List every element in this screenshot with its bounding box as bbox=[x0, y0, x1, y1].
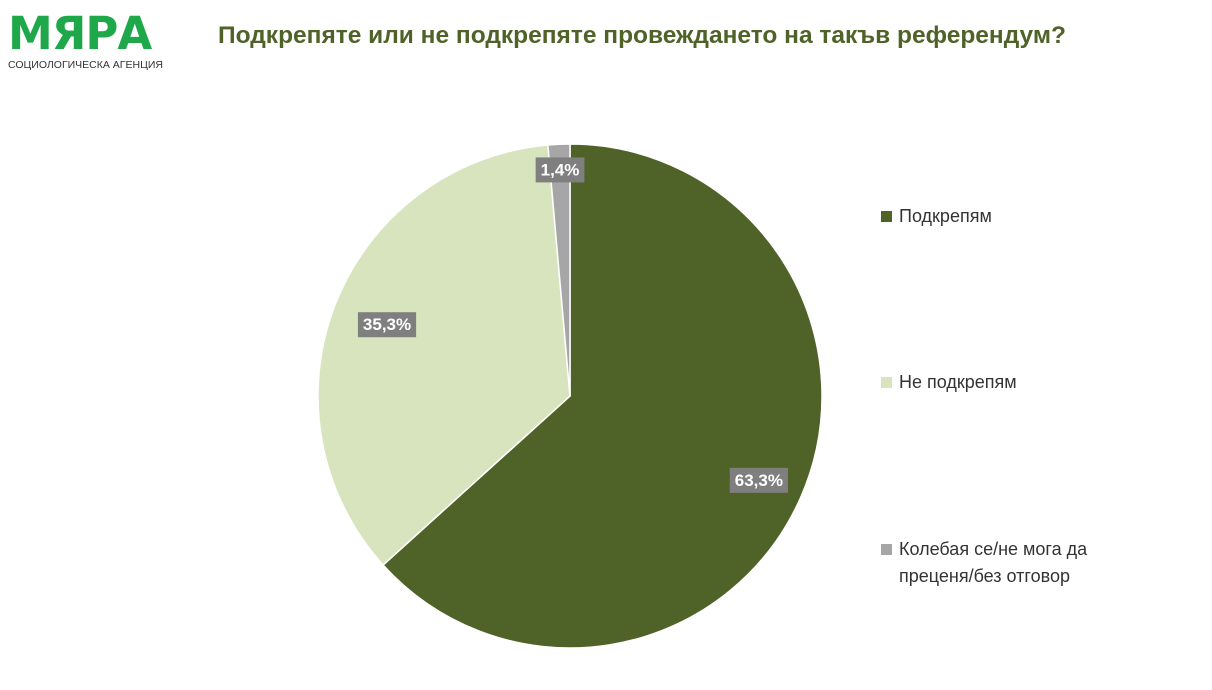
data-label-bg-oppose bbox=[357, 312, 417, 338]
data-label-oppose: 35,3% bbox=[357, 312, 417, 338]
data-label-undecided: 1,4% bbox=[535, 157, 585, 183]
legend-swatch-support bbox=[881, 211, 892, 222]
data-label-bg-undecided bbox=[535, 157, 585, 183]
legend-label-oppose: Не подкрепям bbox=[899, 372, 1017, 392]
legend-swatch-oppose bbox=[881, 377, 892, 388]
data-label-support: 63,3% bbox=[729, 467, 788, 493]
pie-slice-undecided bbox=[547, 143, 571, 397]
data-label-text-oppose: 35,3% bbox=[363, 315, 411, 334]
legend-swatch-undecided bbox=[881, 544, 892, 555]
legend-label-undecided: Колебая се/не мога да преценя/без отгово… bbox=[899, 539, 1088, 586]
chart-title: Подкрепяте или не подкрепяте провежданет… bbox=[218, 22, 1066, 49]
data-label-text-undecided: 1,4% bbox=[541, 160, 580, 179]
brand-logo: МЯРА СОЦИОЛОГИЧЕСКА АГЕНЦИЯ bbox=[8, 7, 168, 72]
data-label-text-support: 63,3% bbox=[735, 471, 783, 490]
pie-slice-oppose bbox=[317, 144, 571, 567]
data-label-bg-support bbox=[729, 467, 788, 493]
logo-subtitle: СОЦИОЛОГИЧЕСКА АГЕНЦИЯ bbox=[8, 59, 163, 71]
logo-wordmark: МЯРА bbox=[8, 7, 152, 60]
legend-label-support: Подкрепям bbox=[899, 206, 992, 226]
pie-slice-support bbox=[382, 143, 823, 649]
